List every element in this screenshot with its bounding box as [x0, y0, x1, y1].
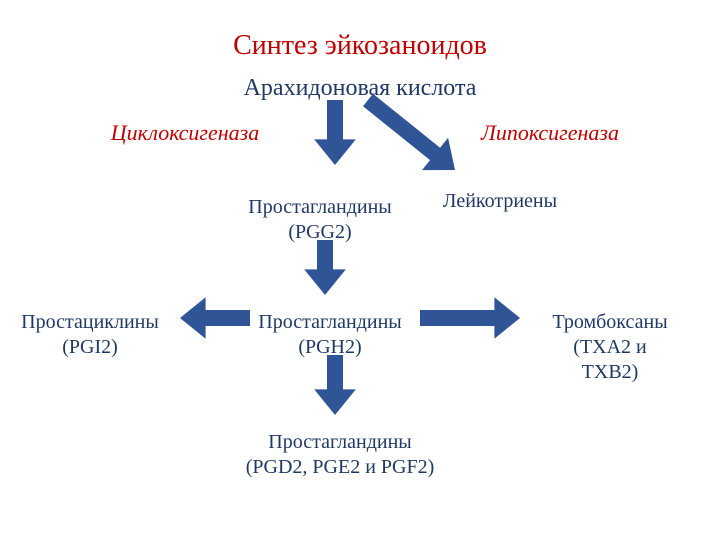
node-pgh2: Простагландины (PGH2)	[258, 310, 401, 360]
arrow-pgg2-to-pgh2	[304, 240, 346, 295]
node-pgi2-line1: Простациклины	[21, 310, 159, 335]
arrow-pgh2-to-pgi2	[180, 297, 250, 339]
node-pgg2-line1: Простагландины	[248, 195, 391, 220]
node-pgd2-line1: Простагландины	[246, 430, 435, 455]
node-pgh2-line1: Простагландины	[258, 310, 401, 335]
node-pgg2: Простагландины (PGG2)	[248, 195, 391, 245]
node-pgi2-line2: (PGI2)	[21, 335, 159, 360]
diagram-title: Синтез эйкозаноидов	[233, 30, 487, 62]
arrow-arach-to-pgg2	[314, 100, 356, 165]
node-pgd2-line2: (PGD2, PGE2 и PGF2)	[246, 455, 435, 480]
label-lipoxygenase: Липоксигеназа	[481, 120, 619, 146]
node-leukotrienes: Лейкотриены	[443, 190, 557, 213]
node-txa2-line2: (TXA2 и TXB2)	[552, 335, 667, 385]
arrow-pgh2-to-txa2	[420, 297, 520, 339]
node-pgi2: Простациклины (PGI2)	[21, 310, 159, 360]
arrow-arach-to-leuko	[363, 94, 455, 170]
node-pgd2: Простагландины (PGD2, PGE2 и PGF2)	[246, 430, 435, 480]
node-txa2: Тромбоксаны (TXA2 и TXB2)	[552, 310, 667, 385]
arrow-pgh2-to-pgd2	[314, 355, 356, 415]
node-pgh2-line2: (PGH2)	[258, 335, 401, 360]
node-arachidonic: Арахидоновая кислота	[244, 75, 477, 102]
node-pgg2-line2: (PGG2)	[248, 220, 391, 245]
node-txa2-line1: Тромбоксаны	[552, 310, 667, 335]
label-cyclooxygenase: Циклоксигеназа	[111, 120, 260, 146]
